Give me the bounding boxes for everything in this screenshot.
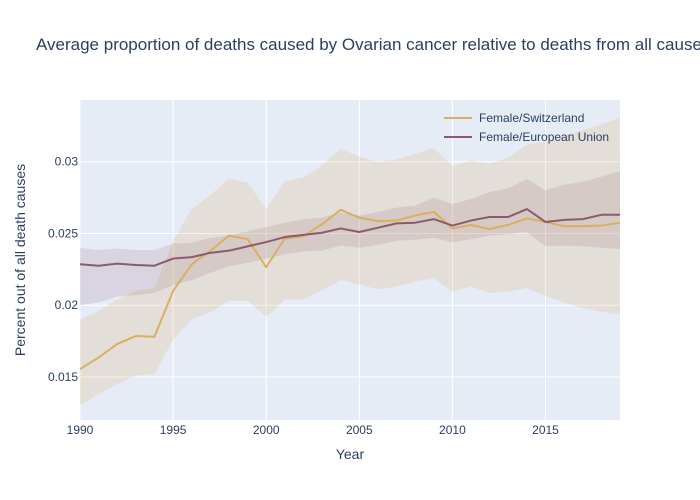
x-tick-label: 1990 — [67, 423, 94, 437]
series-lines — [79, 208, 621, 370]
x-tick-label: 2000 — [253, 423, 280, 437]
y-tick-label: 0.025 — [48, 226, 78, 240]
legend-label: Female/European Union — [479, 130, 609, 144]
x-tick-label: 2005 — [346, 423, 373, 437]
confidence-bands — [80, 117, 620, 406]
y-tick-label: 0.015 — [48, 370, 78, 384]
x-tick-label: 2010 — [439, 423, 466, 437]
confidence-band-1 — [80, 171, 620, 306]
y-axis-ticks: 0.015 0.02 0.025 0.03 — [48, 155, 78, 384]
y-tick-label: 0.02 — [55, 298, 79, 312]
x-tick-label: 2015 — [532, 423, 559, 437]
x-axis-title: Year — [336, 446, 365, 462]
series-line-0 — [79, 208, 621, 370]
y-tick-label: 0.03 — [55, 155, 79, 169]
y-axis-title: Percent out of all death causes — [12, 164, 28, 356]
x-tick-label: 1995 — [160, 423, 187, 437]
chart-title: Average proportion of deaths caused by O… — [36, 35, 700, 54]
legend-item-0[interactable]: Female/Switzerland — [444, 111, 584, 125]
series-line-1 — [79, 208, 620, 267]
legend[interactable]: Female/Switzerland Female/European Union — [444, 111, 609, 144]
legend-label: Female/Switzerland — [479, 111, 584, 125]
grid-lines — [79, 100, 620, 420]
legend-item-1[interactable]: Female/European Union — [444, 130, 609, 144]
confidence-band-0 — [80, 117, 620, 406]
x-axis-ticks: 1990 1995 2000 2005 2010 2015 — [67, 423, 560, 437]
